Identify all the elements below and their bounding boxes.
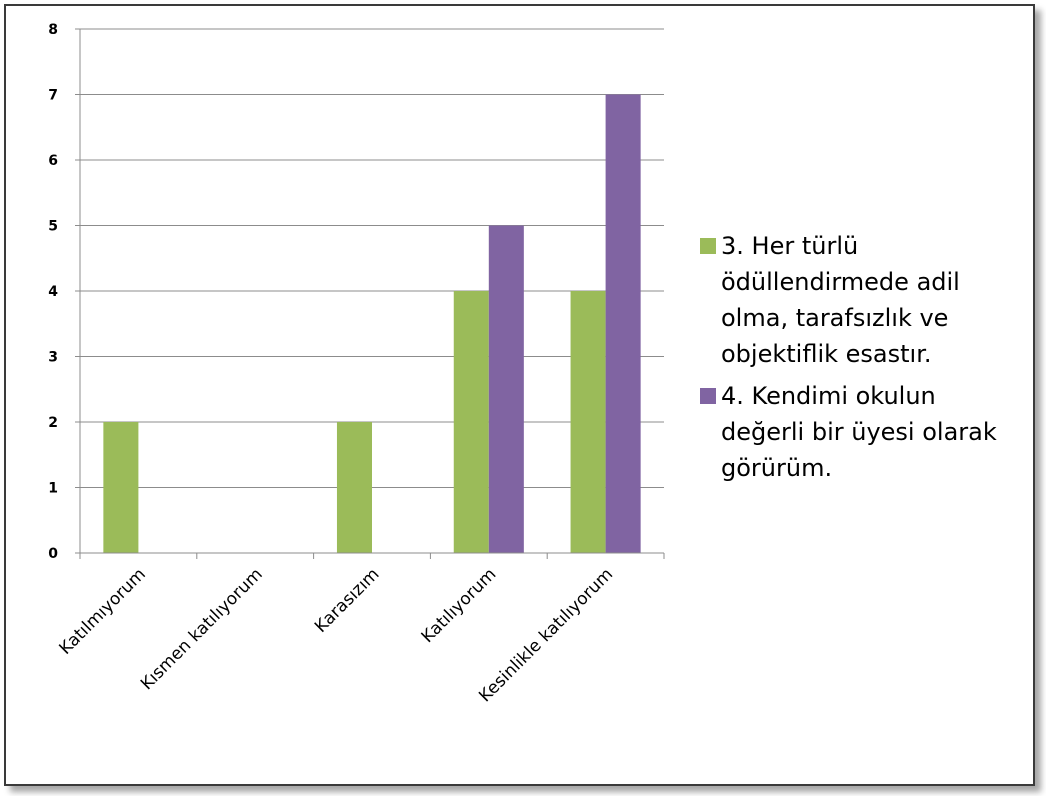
bar-series-2-3 xyxy=(488,225,524,553)
bar-series-1-3 xyxy=(453,291,489,553)
x-tick-label: Katılmıyorum xyxy=(56,564,150,658)
bar-series-1-2 xyxy=(336,422,372,553)
legend-item-series-1: 3. Her türlü ödüllendirmede adil olma, t… xyxy=(700,228,1020,372)
x-tick-label: Kısmen katılıyorum xyxy=(137,564,267,694)
y-tick-label: 1 xyxy=(48,481,58,497)
x-tick-label: Kesinlikle katılıyorum xyxy=(475,564,617,706)
bar-series-2-4 xyxy=(605,94,641,553)
gridlines xyxy=(80,28,664,488)
legend-label-series-1: 3. Her türlü ödüllendirmede adil olma, t… xyxy=(721,232,960,368)
y-tick-label: 2 xyxy=(48,415,58,431)
legend-item-series-2: 4. Kendimi okulun değerli bir üyesi olar… xyxy=(700,378,1020,486)
y-tick-label: 4 xyxy=(48,284,58,300)
y-tick-labels: 0 1 2 3 4 5 6 7 8 xyxy=(48,22,58,562)
axes xyxy=(75,28,665,559)
legend-swatch-series-2 xyxy=(700,388,716,404)
bar-series-1-0 xyxy=(103,422,139,553)
y-tick-label: 7 xyxy=(48,88,58,104)
y-tick-label: 5 xyxy=(48,219,58,235)
legend-swatch-series-1 xyxy=(700,238,716,254)
legend-label-series-2: 4. Kendimi okulun değerli bir üyesi olar… xyxy=(721,382,997,482)
y-tick-label: 8 xyxy=(48,22,58,38)
y-tick-label: 0 xyxy=(48,546,58,562)
bar-series-1-4 xyxy=(570,291,606,553)
legend: 3. Her türlü ödüllendirmede adil olma, t… xyxy=(700,228,1020,492)
x-tick-label: Karasızım xyxy=(311,564,383,636)
x-tick-label: Katılıyorum xyxy=(418,564,501,647)
bars xyxy=(103,94,641,553)
y-tick-label: 3 xyxy=(48,350,58,366)
y-tick-label: 6 xyxy=(48,153,58,169)
